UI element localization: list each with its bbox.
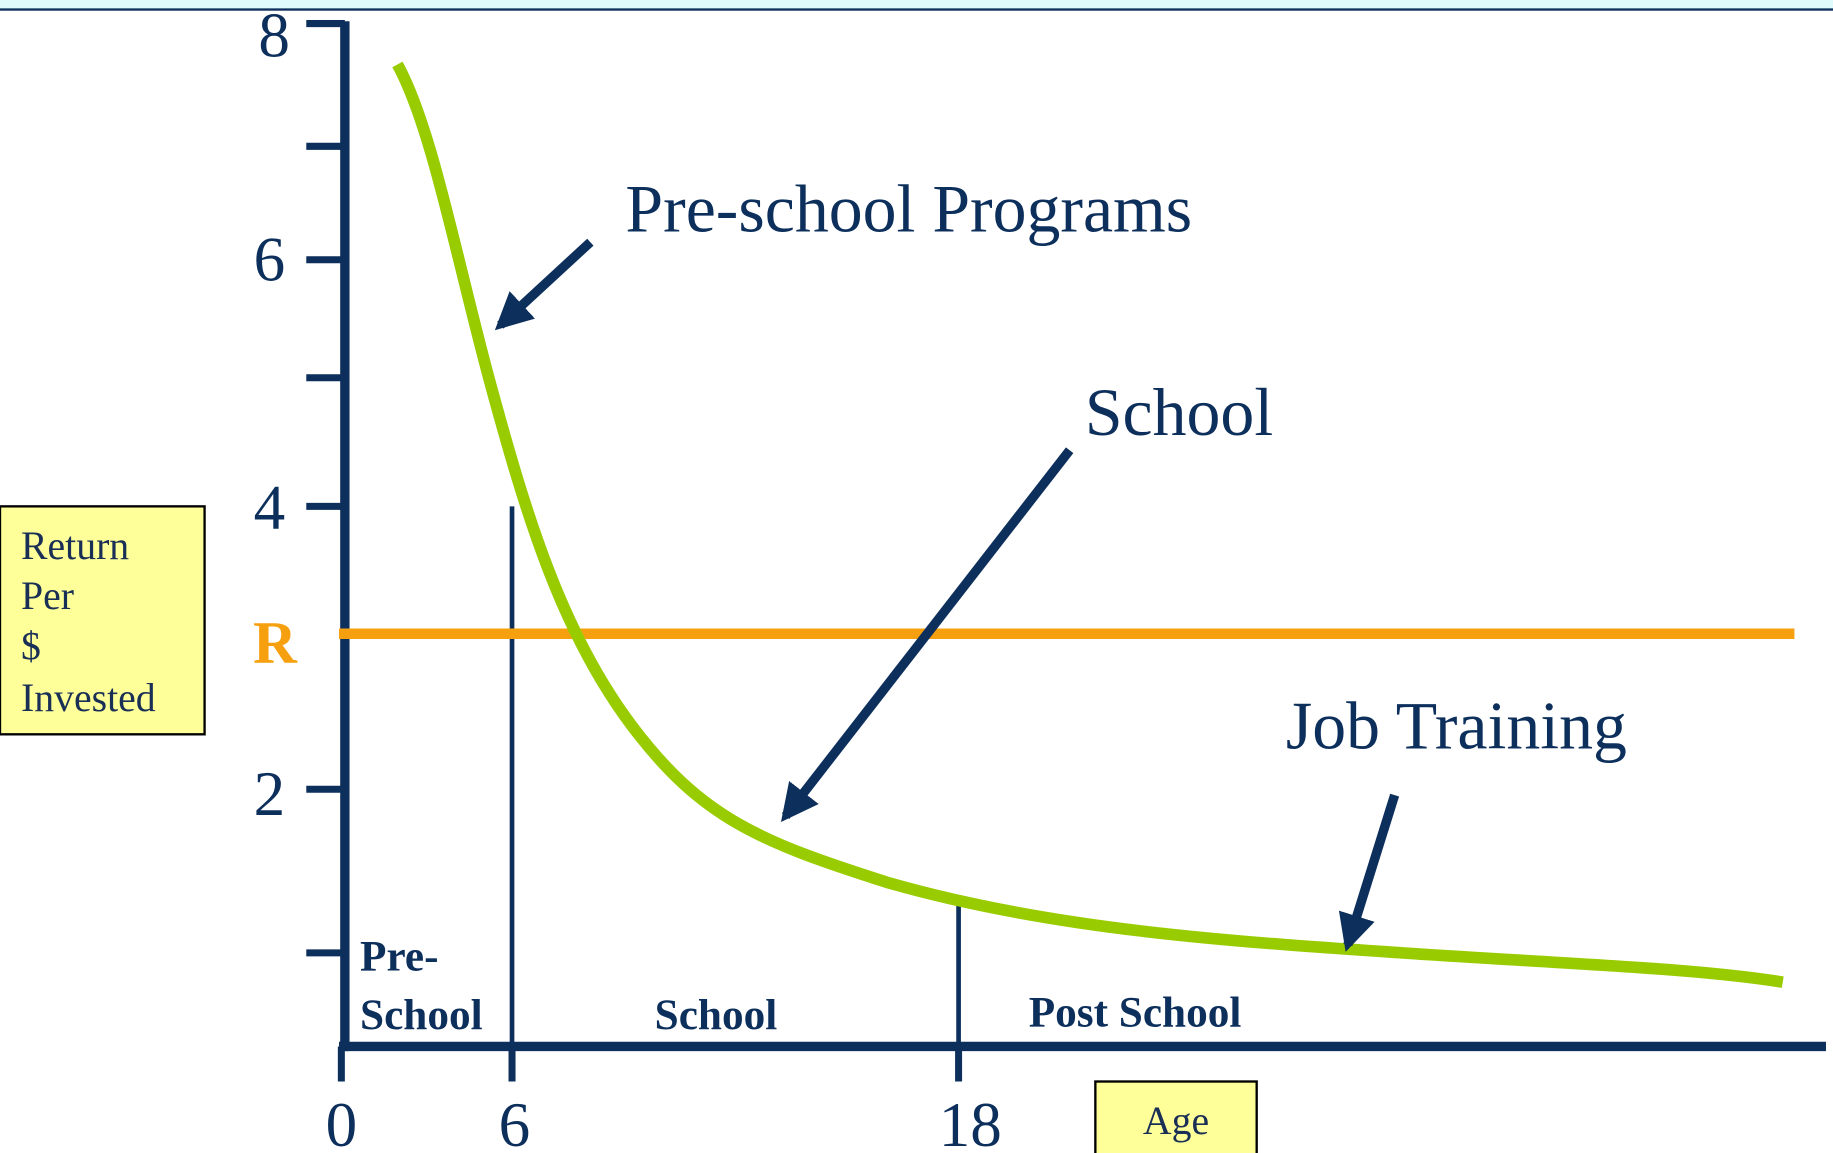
annotation: Pre-school Programs (625, 172, 1192, 247)
arrow (1338, 793, 1400, 952)
x-tick-label: 0 (326, 1090, 358, 1153)
annotation: School (1085, 375, 1273, 450)
top-banner (0, 0, 1833, 11)
stage-label: School (360, 991, 483, 1039)
stage-label: Pre- (360, 932, 438, 980)
y-tick-label: 6 (254, 225, 286, 295)
y-tick-label: 2 (254, 759, 286, 829)
return-curve (392, 61, 1784, 988)
y-label-box (0, 505, 206, 736)
annotation: Job Training (1286, 688, 1627, 763)
y-axis-label: Invested (21, 676, 156, 720)
x-axis-label: Age (1143, 1099, 1209, 1143)
y-tick-label: 4 (254, 473, 286, 543)
y-tick-label: 8 (258, 0, 290, 70)
stage-label: Post School (1029, 989, 1242, 1037)
x-label-box (1094, 1080, 1258, 1153)
arrow (494, 238, 594, 331)
threshold-label: R (253, 610, 298, 677)
arrow (780, 447, 1074, 823)
y-axis-label: Return (21, 524, 129, 568)
stage-label: School (655, 991, 778, 1039)
x-tick-label: 18 (939, 1090, 1002, 1153)
y-ticks (306, 20, 345, 957)
y-axis-label: Per (21, 574, 74, 618)
x-tick-label: 6 (499, 1090, 531, 1153)
y-axis-label: $ (21, 624, 41, 668)
